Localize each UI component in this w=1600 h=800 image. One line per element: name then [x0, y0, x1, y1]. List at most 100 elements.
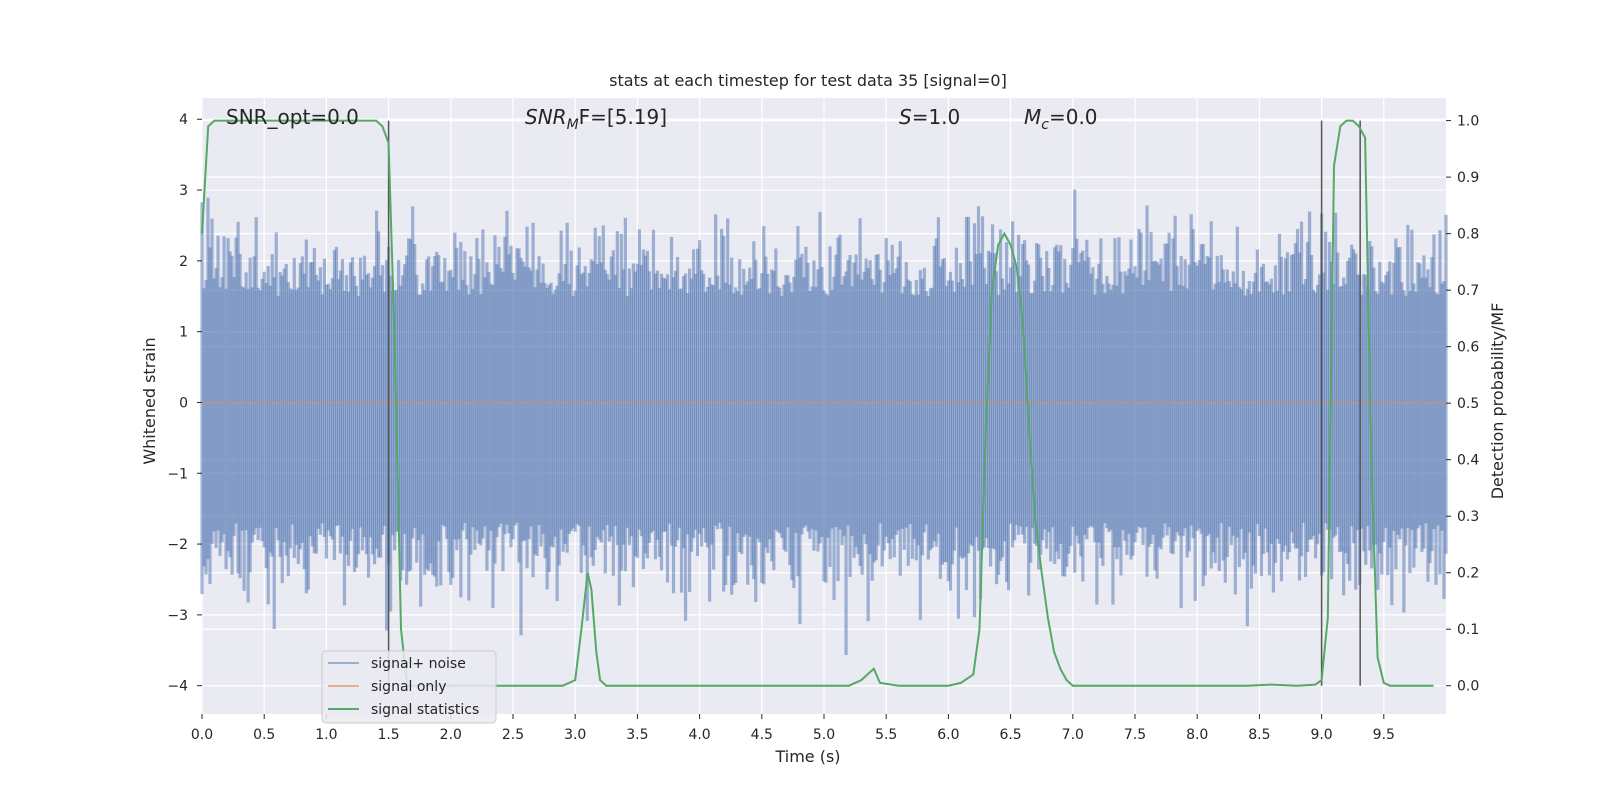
noise-bar — [1187, 264, 1191, 552]
noise-bar — [1115, 285, 1119, 560]
noise-bar — [972, 223, 977, 618]
noise-bar — [842, 276, 846, 537]
noise-bar — [419, 294, 423, 607]
x-tick-label: 1.0 — [315, 727, 337, 743]
noise-bar — [655, 270, 660, 540]
noise-bar — [1412, 283, 1416, 568]
noise-bar — [1057, 251, 1061, 560]
noise-bar — [1033, 280, 1037, 544]
noise-bar — [1123, 271, 1127, 541]
noise-bar — [708, 277, 712, 602]
noise-bar — [391, 290, 395, 536]
noise-bar — [577, 247, 581, 526]
noise-bar — [990, 224, 995, 549]
noise-bar — [1424, 277, 1428, 524]
noise-bar — [902, 286, 906, 550]
noise-bar — [673, 270, 678, 547]
noise-bar — [720, 228, 724, 529]
noise-bar — [278, 272, 282, 558]
annotation-mc: Mc=0.0 — [1024, 105, 1098, 133]
noise-bar — [469, 256, 473, 555]
x-axis: 0.0 0.5 1.0 1.5 2.0 2.5 3.0 3.5 4.0 4.5 5.0 5.5 6.0 6… — [191, 714, 1395, 743]
noise-bar — [792, 276, 796, 589]
x-tick-label: 2.0 — [440, 727, 462, 743]
noise-bar — [531, 222, 535, 578]
noise-bar — [1125, 275, 1129, 555]
noise-bar — [431, 266, 435, 575]
noise-bar — [1167, 232, 1171, 528]
noise-bar — [1233, 283, 1237, 595]
noise-bar — [1231, 271, 1235, 536]
noise-bar — [846, 260, 850, 526]
noise-bar — [1013, 262, 1017, 541]
noise-bar — [304, 239, 308, 594]
noise-bar — [1442, 281, 1446, 599]
noise-bar — [689, 278, 694, 552]
noise-bar — [864, 258, 868, 545]
noise-bar — [856, 274, 860, 555]
noise-bar — [1295, 228, 1300, 549]
noise-bar — [292, 258, 296, 558]
noise-bar — [358, 257, 363, 528]
noise-bar — [569, 250, 573, 532]
noise-bar — [1221, 269, 1225, 561]
noise-bar — [583, 266, 587, 556]
noise-bar — [896, 256, 900, 531]
noise-bar — [579, 274, 583, 573]
noise-bar — [1153, 260, 1157, 571]
noise-bar — [447, 271, 451, 573]
noise-bar — [1237, 287, 1241, 568]
noise-bar — [250, 287, 254, 543]
annotation-mc-var: M — [1024, 105, 1041, 129]
noise-bar — [1163, 243, 1167, 524]
legend-label-signal-only: signal only — [371, 679, 446, 695]
noise-bar — [1047, 268, 1051, 533]
noise-bar — [1328, 242, 1332, 530]
noise-bar — [1297, 252, 1302, 581]
noise-bar — [324, 284, 329, 559]
noise-bar — [268, 285, 272, 553]
noise-bar — [218, 287, 222, 556]
noise-bar — [756, 289, 760, 539]
noise-bar — [1342, 277, 1346, 596]
noise-bar — [643, 255, 648, 554]
noise-bar — [928, 288, 932, 551]
noise-bar — [706, 286, 710, 548]
noise-bar — [214, 268, 218, 548]
noise-bar — [459, 241, 463, 598]
noise-bar — [352, 276, 357, 573]
noise-bar — [1191, 229, 1195, 539]
noise-bar — [346, 291, 351, 566]
noise-bar — [850, 286, 854, 536]
noise-bar — [290, 289, 294, 525]
noise-bar — [1185, 288, 1189, 558]
noise-bar — [220, 277, 224, 543]
noise-bar — [1338, 286, 1342, 553]
noise-bar — [700, 270, 704, 547]
noise-bar — [1426, 269, 1430, 582]
noise-bar — [1008, 267, 1013, 524]
noise-bar — [401, 275, 405, 571]
noise-bar — [1179, 256, 1183, 609]
noise-bar — [938, 266, 942, 579]
noise-bar — [1404, 295, 1408, 546]
noise-bar — [543, 283, 547, 559]
noise-bar — [730, 257, 734, 595]
y-left-tick-label: −1 — [167, 466, 188, 482]
noise-bar — [1119, 271, 1123, 576]
noise-bar — [405, 255, 409, 585]
noise-bar — [1309, 254, 1314, 540]
y-axis-right: 1.0 0.9 0.8 0.7 0.6 0.5 0.4 0.3 0.2 0.1 0.0 — [1446, 114, 1479, 695]
noise-bar — [1263, 281, 1268, 529]
noise-bar — [206, 197, 210, 560]
noise-bar — [393, 290, 397, 551]
noise-bar — [300, 256, 304, 543]
noise-bar — [254, 217, 258, 529]
noise-bar — [1029, 293, 1033, 563]
noise-bar — [667, 289, 672, 524]
noise-bar — [1095, 278, 1099, 605]
noise-bar — [280, 275, 284, 584]
noise-bar — [509, 245, 513, 548]
noise-bar — [330, 278, 335, 540]
noise-bar — [1444, 214, 1448, 554]
